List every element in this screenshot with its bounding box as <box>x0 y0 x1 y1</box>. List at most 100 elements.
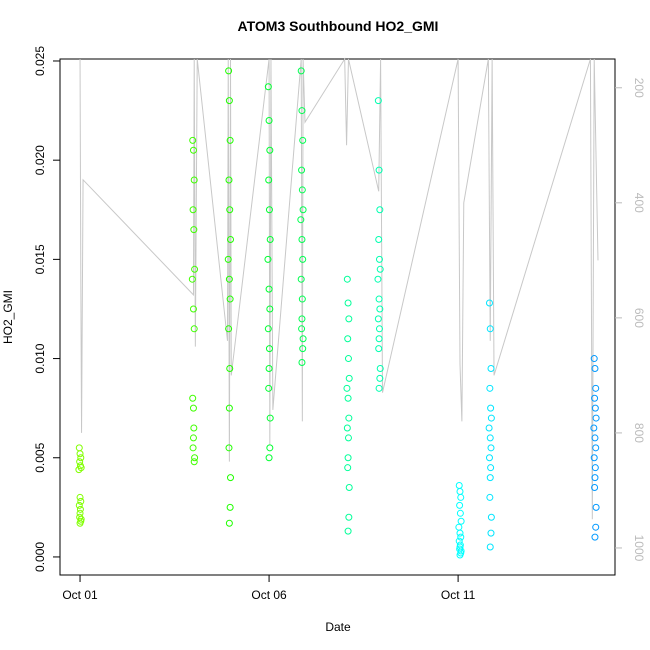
chart-title: ATOM3 Southbound HO2_GMI <box>238 18 439 34</box>
point <box>189 444 197 452</box>
point <box>299 345 307 353</box>
point <box>188 275 196 283</box>
y-tick-label: 0.010 <box>33 343 47 373</box>
point <box>298 359 306 367</box>
point <box>298 236 306 244</box>
point <box>298 107 306 115</box>
point <box>591 464 599 472</box>
point <box>265 364 273 372</box>
point <box>190 325 198 333</box>
point <box>264 83 272 91</box>
point <box>298 186 306 194</box>
point <box>266 146 274 154</box>
x-tick-label: Oct 06 <box>251 588 287 602</box>
point <box>455 537 463 545</box>
point <box>266 444 274 452</box>
point <box>456 529 464 537</box>
point <box>344 454 352 462</box>
point <box>591 434 599 442</box>
point <box>375 236 383 244</box>
y2-tick-label: 600 <box>632 308 646 328</box>
point <box>456 501 464 509</box>
point <box>226 295 234 303</box>
point <box>76 450 84 458</box>
point <box>75 444 83 452</box>
point <box>591 484 599 492</box>
point <box>375 345 383 353</box>
point <box>189 434 197 442</box>
point <box>591 394 599 402</box>
point <box>297 275 305 283</box>
point <box>344 394 352 402</box>
point <box>225 404 233 412</box>
point <box>227 474 235 482</box>
point <box>345 315 353 323</box>
point <box>226 364 234 372</box>
point <box>226 503 234 511</box>
point <box>487 529 495 537</box>
point <box>225 325 233 333</box>
point <box>224 255 232 263</box>
point <box>77 464 85 472</box>
y-tick-label: 0.005 <box>33 442 47 472</box>
y-tick-label: 0.015 <box>33 244 47 274</box>
y-tick-label: 0.025 <box>33 46 47 76</box>
y-tick-label: 0.020 <box>33 145 47 175</box>
point <box>375 384 383 392</box>
point <box>592 414 600 422</box>
point <box>487 404 495 412</box>
point <box>455 523 463 531</box>
point <box>455 482 463 490</box>
point <box>225 67 233 75</box>
point <box>265 384 273 392</box>
point <box>225 275 233 283</box>
point <box>486 543 494 551</box>
point <box>457 533 465 541</box>
point <box>486 384 494 392</box>
point <box>590 355 598 363</box>
point <box>343 424 351 432</box>
y2-tick-label: 400 <box>632 193 646 213</box>
point <box>227 236 235 244</box>
point <box>485 424 493 432</box>
point <box>265 206 273 214</box>
point <box>344 335 352 343</box>
point <box>225 97 233 105</box>
point <box>190 176 198 184</box>
point <box>189 146 197 154</box>
point <box>190 458 198 466</box>
point <box>344 355 352 363</box>
point <box>225 176 233 184</box>
point <box>226 206 234 214</box>
pressure-line <box>79 57 599 520</box>
point <box>297 67 305 75</box>
point <box>265 345 273 353</box>
point <box>75 466 83 474</box>
point <box>299 136 307 144</box>
point <box>487 444 495 452</box>
y2-tick-label: 1000 <box>632 535 646 562</box>
point <box>374 275 382 283</box>
point <box>486 325 494 333</box>
point <box>190 226 198 234</box>
point <box>591 364 599 372</box>
point <box>76 493 84 501</box>
point <box>76 513 84 521</box>
y-tick-label: 0.000 <box>33 542 47 572</box>
point <box>487 513 495 521</box>
point <box>297 216 305 224</box>
point <box>375 325 383 333</box>
point <box>456 509 464 517</box>
point <box>345 513 353 521</box>
point <box>487 464 495 472</box>
point <box>485 454 493 462</box>
point <box>457 517 465 525</box>
point <box>486 474 494 482</box>
plot-box <box>59 58 616 576</box>
point <box>343 384 351 392</box>
point <box>376 364 384 372</box>
point <box>189 394 197 402</box>
point <box>591 533 599 541</box>
x-axis-label: Date <box>325 620 351 634</box>
point <box>265 285 273 293</box>
